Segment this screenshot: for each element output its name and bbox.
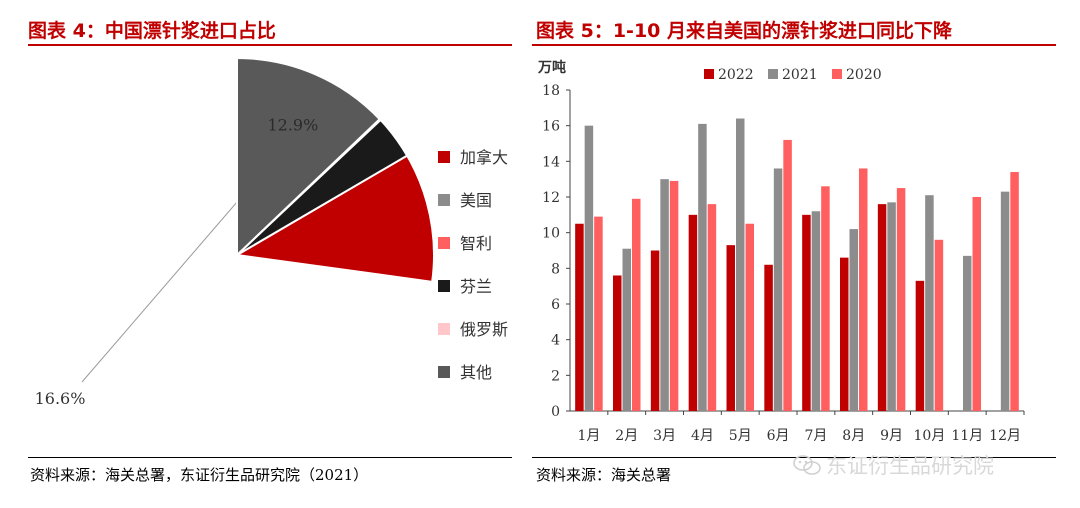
bar-2021-2 [622,248,631,411]
pie-legend-swatch-4 [438,280,450,292]
bar-y-tick-label-3: 6 [551,297,560,313]
bar-x-tick-label-8: 8月 [842,428,865,444]
bar-x-tick-label-4: 4月 [691,428,714,444]
bar-y-tick-label-7: 14 [542,154,560,170]
bar-2022-6 [764,264,773,411]
bar-2020-10 [934,239,944,411]
bar-y-tick-label-0: 0 [551,404,560,420]
bar-2021-4 [698,123,707,411]
bar-y-tick-label-2: 4 [551,333,560,349]
bar-2020-7 [821,186,830,411]
bar-y-tick-label-6: 12 [542,190,560,206]
pie-legend-swatch-3 [438,237,450,249]
bar-2020-2 [632,198,641,411]
pie-title-rule [28,44,512,46]
pie-source-note: 资料来源：海关总署，东证衍生品研究院（2021） [30,466,369,484]
bar-2020-1 [594,216,603,411]
bar-2022-5 [726,245,735,411]
bar-y-tick-label-5: 10 [542,226,560,242]
watermark-text: 东证衍生品研究院 [826,454,994,478]
bar-x-tick-label-11: 11月 [951,428,983,444]
bar-2022-3 [650,250,660,411]
bar-legend-label-2020: 2020 [846,67,882,83]
bar-legend-swatch-2020 [832,69,842,79]
wechat-icon [793,455,821,475]
pie-panel-title: 图表 4：中国漂针浆进口占比 [28,20,276,42]
bar-2020-4 [707,204,717,411]
bar-2022-2 [613,275,622,411]
pie-legend-label-6: 其他 [460,363,492,382]
bar-legend-swatch-2021 [768,69,778,79]
bar-2021-11 [963,255,972,411]
bar-source-note: 资料来源：海关总署 [536,466,672,484]
bar-x-tick-label-12: 12月 [989,428,1021,444]
pie-legend-swatch-1 [438,151,450,163]
bar-legend-label-2021: 2021 [782,67,818,83]
pie-legend-swatch-5 [438,323,450,335]
bar-y-tick-label-1: 2 [551,368,560,384]
watermark: 东证衍生品研究院 [792,450,994,480]
pie-legend-label-2: 美国 [460,191,492,210]
bar-title-rule [532,44,1056,46]
bar-x-tick-label-1: 1月 [577,428,600,444]
bar-chart: 0 2 4 6 8 10 12 14 16 18 万吨 2022 2021 2020 1月 2月 3月 4月 5月 6… [537,59,1025,444]
bar-2022-4 [688,214,698,411]
bar-y-tick-label-9: 18 [542,83,560,99]
pie-legend-label-3: 智利 [460,234,492,253]
bar-x-tick-label-2: 2月 [615,428,638,444]
bar-2022-10 [915,280,925,411]
bar-2020-5 [745,223,754,411]
bar-legend-label-2022: 2022 [718,67,754,83]
bar-x-tick-label-3: 3月 [653,428,676,444]
bar-x-tick-label-5: 5月 [729,428,752,444]
bar-2020-12 [1010,172,1019,411]
bar-y-tick-label-8: 16 [542,119,560,135]
bar-2021-3 [660,179,669,411]
bar-2020-9 [896,188,906,411]
bar-2020-8 [859,168,868,411]
bar-x-tick-label-9: 9月 [880,428,903,444]
bar-2021-8 [849,229,858,411]
pie-legend-label-5: 俄罗斯 [460,320,508,339]
bar-2022-1 [575,223,584,411]
bar-2022-9 [877,204,887,411]
bar-x-tick-label-6: 6月 [767,428,790,444]
bar-y-axis-label: 万吨 [537,59,566,76]
pie-legend-swatch-2 [438,194,450,206]
pie-chart: 27.2%16.6%13.8%16.6%13.0%12.9%加拿大美国智利芬兰俄… [35,56,508,408]
bar-2021-5 [736,118,745,412]
bar-2021-12 [1000,191,1010,411]
pie-data-label-4: 16.6% [35,389,86,408]
pie-slice-6 [236,56,382,258]
bar-y-tick-label-4: 8 [551,261,560,277]
bar-2022-8 [840,257,849,411]
bar-2021-1 [584,125,594,412]
bar-2020-11 [972,197,981,411]
bar-x-tick-label-10: 10月 [914,428,946,444]
pie-legend-label-1: 加拿大 [460,148,508,167]
bar-2021-7 [811,211,821,411]
pie-source-rule [28,457,512,458]
bar-2021-6 [773,168,783,411]
pie-legend-swatch-6 [438,366,450,378]
bar-panel-title: 图表 5：1-10 月来自美国的漂针浆进口同比下降 [536,20,952,42]
bar-2020-3 [669,180,679,411]
pie-legend-label-4: 芬兰 [460,277,492,296]
bar-2021-9 [887,202,896,411]
bar-2022-7 [802,214,811,411]
bar-legend-swatch-2022 [704,69,714,79]
bar-2021-10 [925,195,934,411]
bar-2020-6 [783,139,792,411]
bar-x-tick-label-7: 7月 [804,428,827,444]
bar-source-rule [532,457,1056,458]
pie-data-label-6: 12.9% [267,116,318,135]
